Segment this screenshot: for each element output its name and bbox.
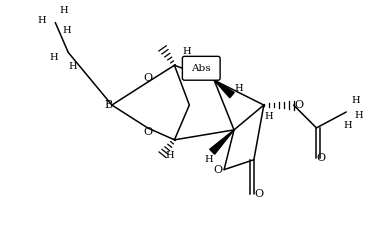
- Text: H: H: [37, 16, 46, 25]
- Polygon shape: [214, 80, 234, 98]
- Polygon shape: [210, 130, 234, 154]
- Text: H: H: [205, 155, 214, 164]
- Text: H: H: [69, 62, 77, 71]
- Text: H: H: [344, 122, 353, 130]
- Text: H: H: [352, 96, 361, 105]
- Text: H: H: [49, 53, 58, 62]
- Text: O: O: [143, 73, 152, 83]
- Text: H: H: [59, 6, 68, 15]
- Text: H: H: [182, 47, 191, 56]
- Text: O: O: [214, 165, 223, 175]
- Text: O: O: [294, 100, 303, 110]
- Text: Abs: Abs: [191, 64, 211, 73]
- Text: H: H: [355, 111, 364, 120]
- Text: H: H: [63, 26, 72, 35]
- Text: B: B: [105, 100, 113, 110]
- Text: O: O: [317, 153, 326, 163]
- Text: O: O: [143, 127, 152, 137]
- Text: H: H: [235, 84, 243, 93]
- Text: H: H: [165, 151, 174, 160]
- Text: H: H: [265, 112, 273, 122]
- FancyBboxPatch shape: [182, 56, 220, 80]
- Text: O: O: [254, 189, 264, 200]
